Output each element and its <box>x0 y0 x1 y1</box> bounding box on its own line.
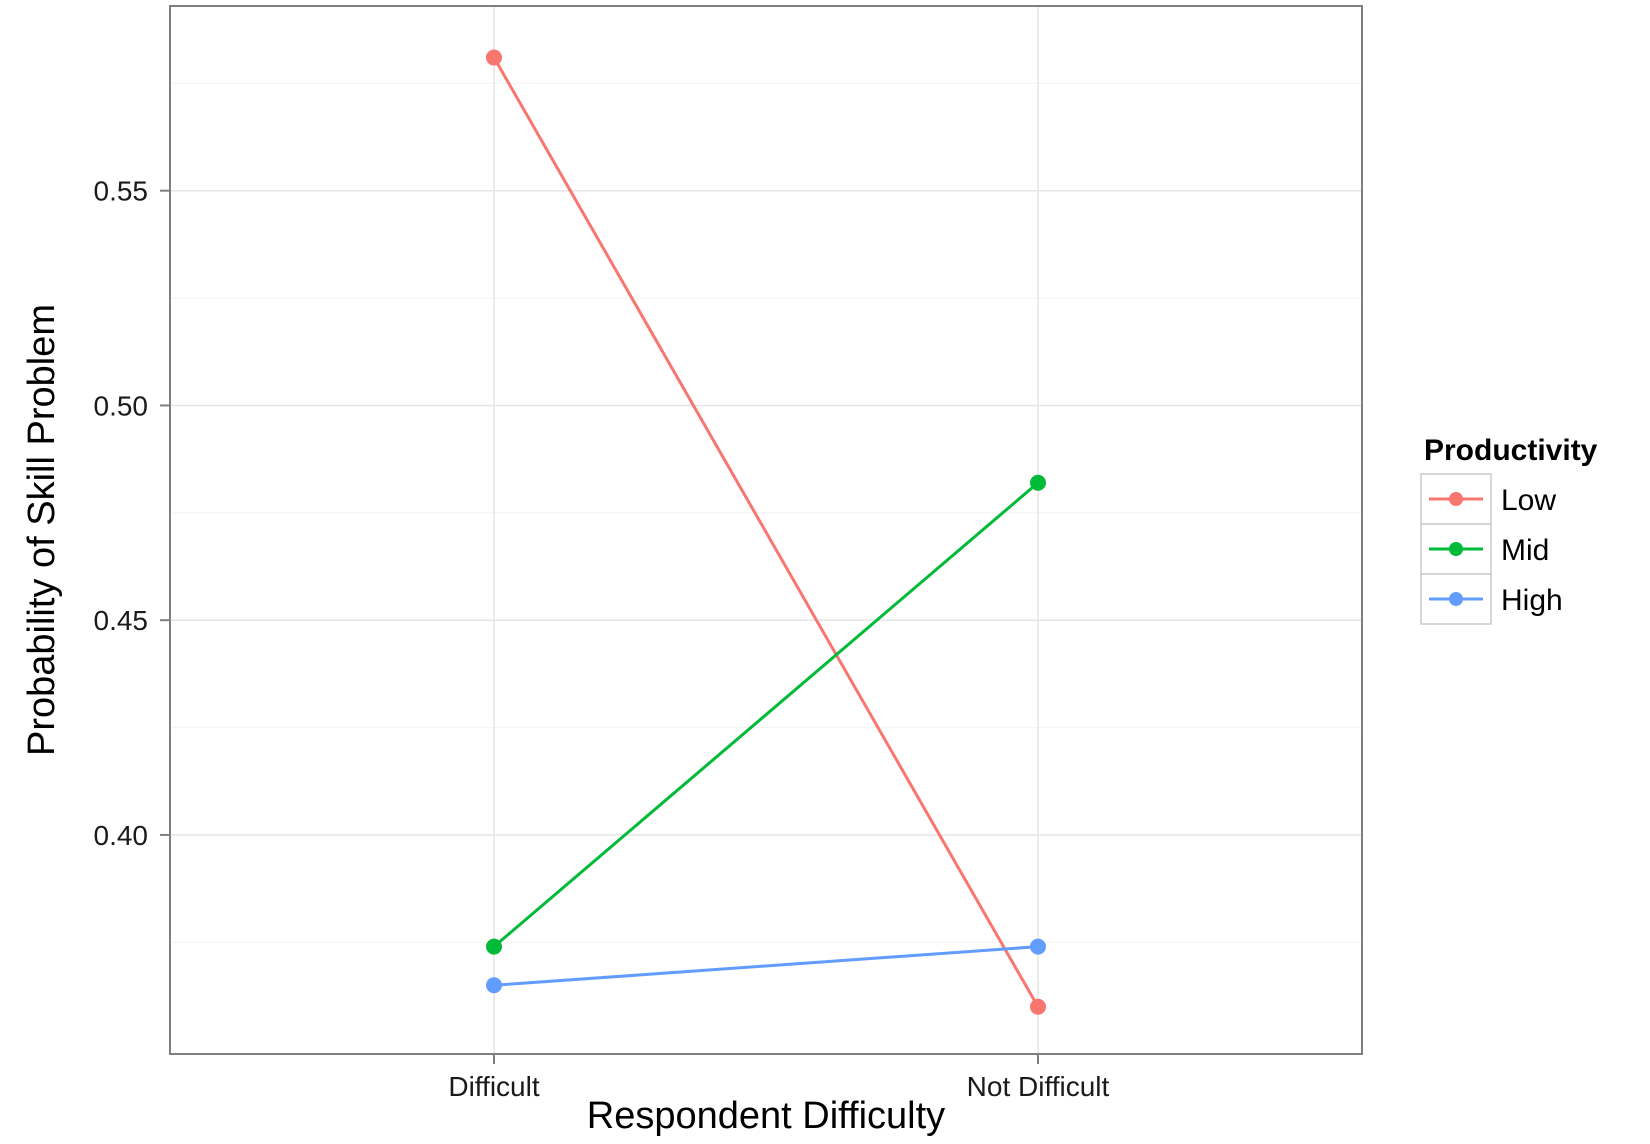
series-mid <box>486 474 1046 955</box>
legend-item-mid: Mid <box>1420 523 1549 575</box>
legend-label-mid: Mid <box>1501 534 1549 567</box>
legend: Productivity Low Mid High <box>1420 434 1598 625</box>
y-tick-label: 0.55 <box>94 176 149 207</box>
data-point-high <box>486 977 502 994</box>
legend-key-point <box>1449 492 1463 506</box>
grid-lines <box>170 6 1362 1054</box>
legend-key-point <box>1449 592 1463 606</box>
legend-item-low: Low <box>1420 473 1556 525</box>
series-high <box>486 938 1046 994</box>
plot-panel-border <box>169 5 1363 1055</box>
x-tick-label: Difficult <box>448 1071 540 1102</box>
axes: 0.40 0.45 0.50 0.55 Difficult Not Difficult <box>94 176 1110 1102</box>
series-line-low <box>492 56 1040 1008</box>
legend-title: Productivity <box>1424 434 1598 467</box>
data-point-low <box>486 49 502 66</box>
y-tick-label: 0.45 <box>94 605 149 636</box>
legend-label-low: Low <box>1501 484 1556 517</box>
series-low <box>486 49 1046 1015</box>
legend-item-high: High <box>1420 573 1563 625</box>
series-group <box>486 49 1046 1015</box>
legend-items: Low Mid High <box>1420 473 1563 625</box>
data-point-mid <box>1030 474 1046 491</box>
series-line-mid <box>493 481 1039 948</box>
legend-key-point <box>1449 542 1463 556</box>
data-point-high <box>1030 938 1046 955</box>
x-axis-title: Respondent Difficulty <box>587 1095 945 1137</box>
y-tick-label: 0.50 <box>94 390 149 421</box>
y-tick-label: 0.40 <box>94 820 149 851</box>
y-axis-title: Probability of Skill Problem <box>21 304 63 756</box>
series-line-high <box>493 945 1039 987</box>
x-tick-label: Not Difficult <box>967 1071 1110 1102</box>
legend-label-high: High <box>1501 584 1563 617</box>
data-point-mid <box>486 938 502 955</box>
data-point-low <box>1030 998 1046 1015</box>
